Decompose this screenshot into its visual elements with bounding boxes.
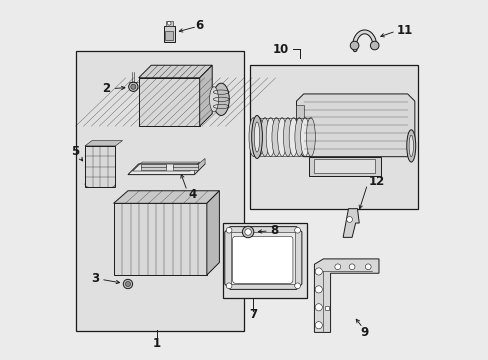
Polygon shape xyxy=(139,78,199,126)
Circle shape xyxy=(131,84,136,89)
Circle shape xyxy=(334,264,340,270)
Text: 3: 3 xyxy=(91,272,100,285)
Bar xyxy=(314,159,375,173)
Text: 8: 8 xyxy=(270,224,278,238)
Bar xyxy=(140,166,165,170)
Polygon shape xyxy=(85,140,122,146)
Polygon shape xyxy=(308,157,380,176)
Bar xyxy=(249,65,418,209)
Ellipse shape xyxy=(251,116,262,158)
Ellipse shape xyxy=(406,130,415,162)
FancyBboxPatch shape xyxy=(232,236,292,283)
Circle shape xyxy=(242,226,253,238)
Ellipse shape xyxy=(306,118,315,156)
Circle shape xyxy=(226,227,231,233)
Polygon shape xyxy=(199,65,212,126)
Polygon shape xyxy=(128,164,204,175)
Ellipse shape xyxy=(294,118,303,156)
Ellipse shape xyxy=(248,118,258,156)
Circle shape xyxy=(123,279,132,289)
Polygon shape xyxy=(296,105,303,146)
Bar xyxy=(230,232,294,284)
Ellipse shape xyxy=(277,118,286,156)
Bar xyxy=(172,166,198,170)
Circle shape xyxy=(349,41,358,50)
Text: 11: 11 xyxy=(396,24,412,37)
Polygon shape xyxy=(139,65,212,78)
Circle shape xyxy=(348,264,354,270)
Ellipse shape xyxy=(209,87,218,112)
Bar xyxy=(164,31,173,40)
Circle shape xyxy=(365,264,370,270)
Polygon shape xyxy=(224,226,301,289)
Circle shape xyxy=(314,268,322,275)
Text: 4: 4 xyxy=(188,188,196,201)
Ellipse shape xyxy=(265,118,275,156)
Circle shape xyxy=(167,22,171,25)
Circle shape xyxy=(128,82,138,91)
Polygon shape xyxy=(296,94,414,157)
Circle shape xyxy=(125,282,130,287)
Ellipse shape xyxy=(254,122,259,152)
Polygon shape xyxy=(194,158,204,175)
Polygon shape xyxy=(206,191,219,275)
Circle shape xyxy=(369,41,378,50)
Circle shape xyxy=(244,229,251,235)
Ellipse shape xyxy=(254,118,263,156)
Text: 1: 1 xyxy=(152,337,161,350)
Bar xyxy=(85,146,115,187)
Polygon shape xyxy=(113,191,219,203)
Ellipse shape xyxy=(288,118,298,156)
Circle shape xyxy=(294,283,300,289)
Ellipse shape xyxy=(283,118,292,156)
Text: 12: 12 xyxy=(367,175,384,188)
Bar xyxy=(165,22,172,26)
Bar xyxy=(163,26,174,42)
Circle shape xyxy=(226,283,231,289)
Text: 6: 6 xyxy=(195,19,203,32)
Ellipse shape xyxy=(271,118,280,156)
Text: 2: 2 xyxy=(102,82,110,95)
Text: 9: 9 xyxy=(360,326,368,339)
Ellipse shape xyxy=(408,135,412,157)
Ellipse shape xyxy=(260,118,269,156)
Circle shape xyxy=(314,321,322,329)
Polygon shape xyxy=(113,203,206,275)
Circle shape xyxy=(294,227,300,233)
Bar xyxy=(324,306,328,310)
Polygon shape xyxy=(343,209,359,237)
Circle shape xyxy=(314,286,322,293)
Text: 7: 7 xyxy=(249,308,257,321)
Ellipse shape xyxy=(300,118,309,156)
Bar xyxy=(76,51,244,330)
Text: 10: 10 xyxy=(272,42,288,55)
Bar xyxy=(172,163,198,167)
Circle shape xyxy=(314,304,322,311)
Bar xyxy=(223,223,306,298)
Circle shape xyxy=(346,217,352,222)
Text: 5: 5 xyxy=(71,145,79,158)
Ellipse shape xyxy=(213,83,229,116)
Polygon shape xyxy=(314,259,378,332)
Bar xyxy=(140,163,165,167)
